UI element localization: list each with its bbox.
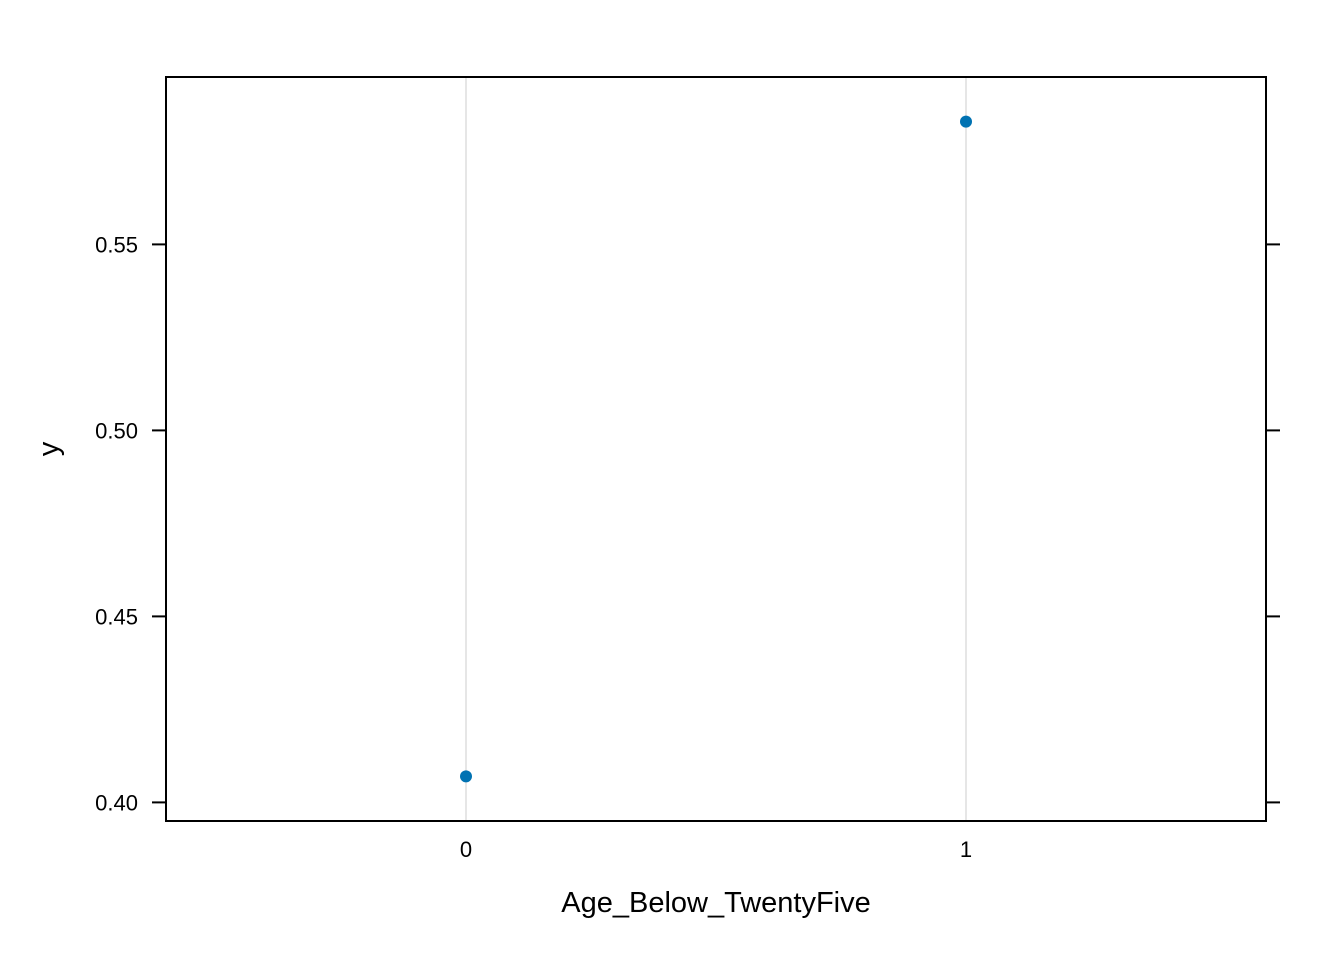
data-point <box>960 115 972 128</box>
data-point <box>460 770 472 783</box>
y-tick-label: 0.50 <box>95 418 138 443</box>
x-tick-label: 0 <box>460 837 472 862</box>
y-axis-title: y <box>33 441 65 456</box>
point-layer <box>460 115 972 783</box>
plot-frame <box>165 76 1267 822</box>
x-tick-label: 1 <box>960 837 972 862</box>
y-tick-label: 0.40 <box>95 790 138 815</box>
y-tick-label: 0.45 <box>95 604 138 629</box>
y-tick-label: 0.55 <box>95 232 138 257</box>
grid-layer <box>465 77 967 821</box>
x-axis-title: Age_Below_TwentyFive <box>561 887 871 919</box>
tick-layer: 0 1 0.40 0.45 0.50 0.55 <box>95 232 1280 862</box>
